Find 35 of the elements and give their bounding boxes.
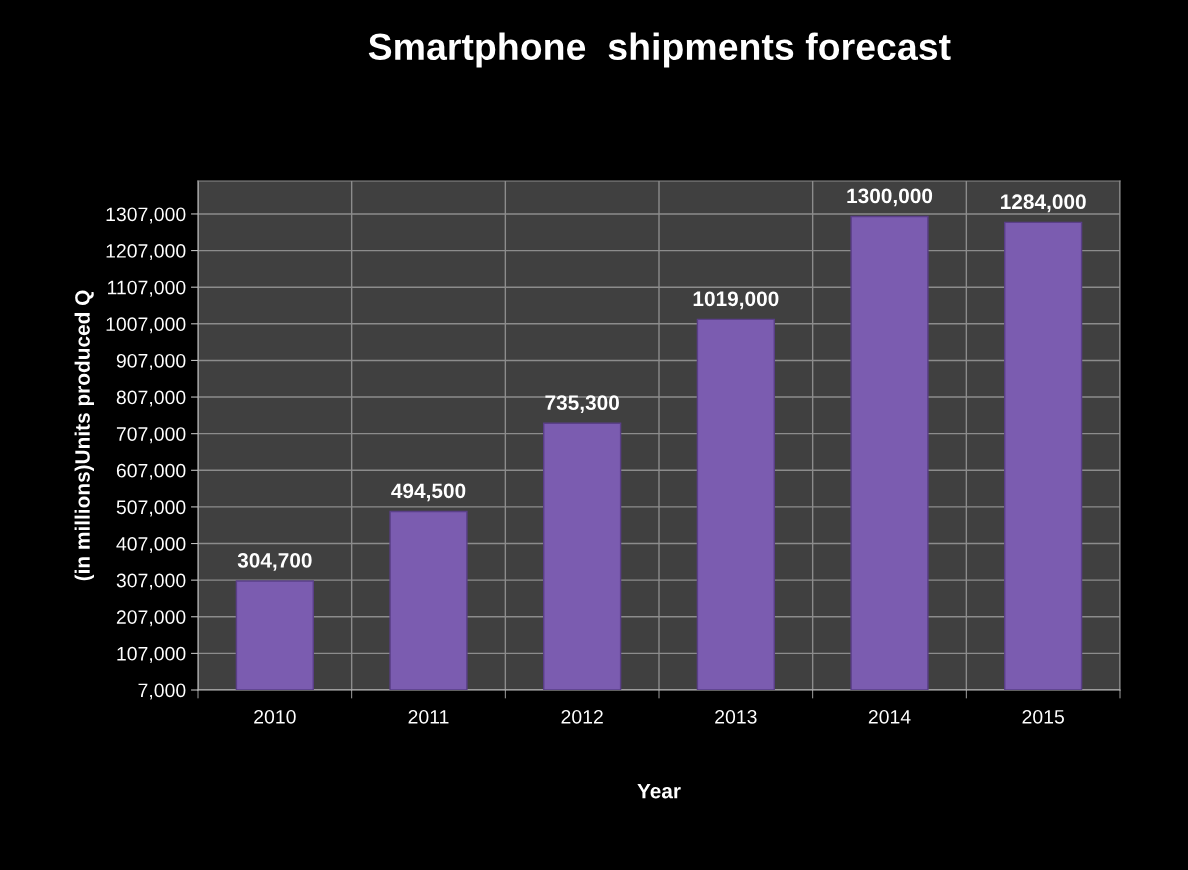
bar [696, 318, 775, 690]
data-label: 1284,000 [1001, 194, 1086, 213]
bar [1004, 221, 1083, 690]
y-tick-label: 1307,000 [106, 207, 186, 224]
x-tick-label: 2010 [254, 709, 296, 724]
data-label: 1300,000 [847, 188, 933, 207]
y-tick-label: 1107,000 [108, 280, 186, 297]
y-tick-label: 507,000 [116, 500, 186, 517]
bar [235, 580, 314, 690]
x-tick-label: 2014 [868, 709, 911, 724]
x-axis-title: Year [637, 783, 681, 799]
data-label: 1019,000 [693, 291, 779, 310]
chart-title: Smartphone shipments forecast [368, 32, 951, 68]
x-tick-label: 2012 [561, 709, 603, 724]
x-tick-label: 2011 [408, 709, 449, 724]
bar [389, 510, 468, 690]
bar [543, 422, 622, 690]
data-label: 735,300 [545, 395, 619, 414]
data-label: 494,500 [391, 483, 466, 502]
x-tick-label: 2013 [715, 709, 757, 724]
y-tick-label: 807,000 [116, 390, 186, 407]
x-tick-label: 2015 [1022, 709, 1064, 724]
y-tick-label: 107,000 [117, 646, 186, 663]
y-tick-label: 407,000 [116, 536, 186, 554]
data-label: 304,700 [237, 552, 312, 571]
y-tick-label: 1007,000 [106, 317, 186, 334]
y-tick-label: 907,000 [116, 353, 186, 370]
y-tick-label: 607,000 [116, 463, 186, 480]
y-tick-label: 207,000 [116, 610, 186, 627]
y-tick-label: 307,000 [116, 573, 186, 590]
y-axis-title: (in millions)Units produced Q [74, 290, 94, 581]
y-tick-label: 1207,000 [106, 244, 186, 261]
y-tick-label: 7,000 [138, 683, 186, 700]
bar [850, 215, 929, 690]
y-tick-label: 707,000 [116, 427, 186, 444]
